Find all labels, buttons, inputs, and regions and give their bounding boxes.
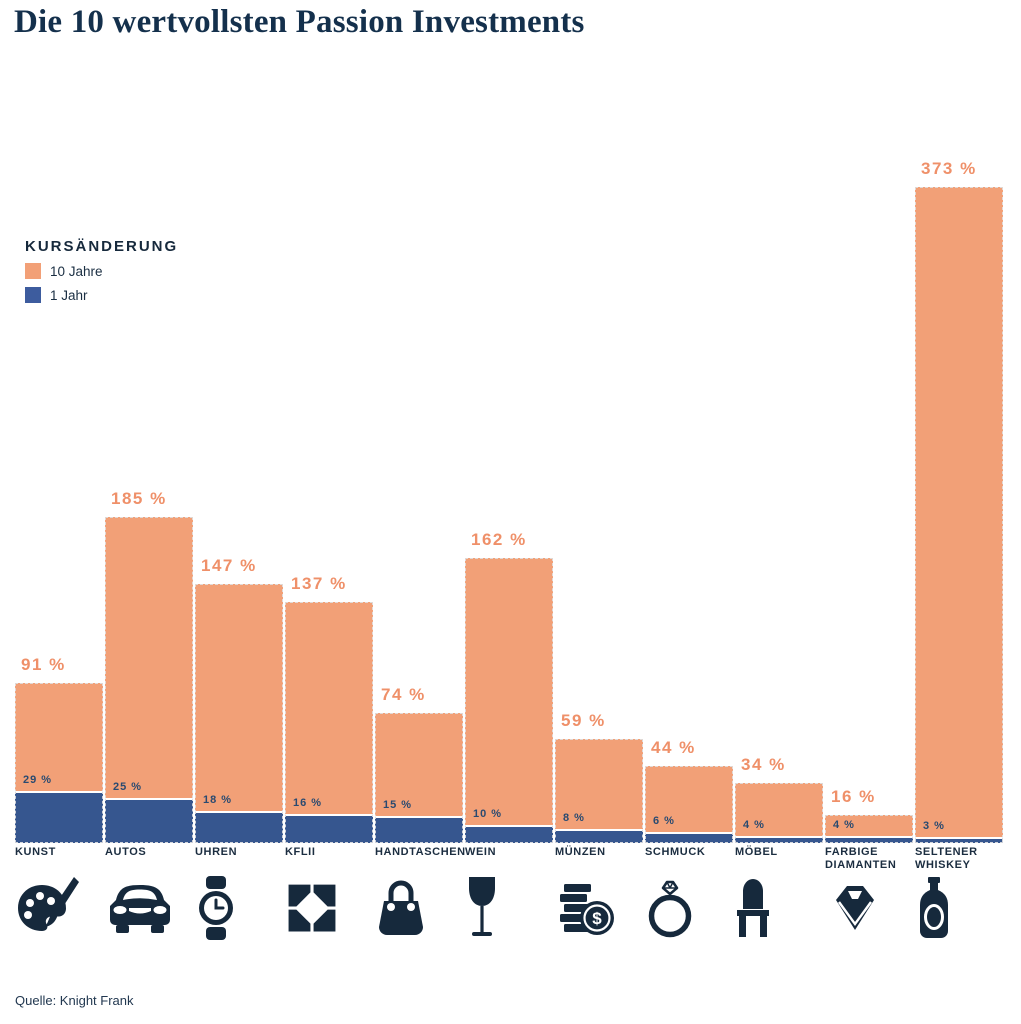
category-label: SCHMUCK xyxy=(645,846,706,858)
bar-value-label-1-jahr: 29 % xyxy=(23,774,53,786)
bar-1-jahr xyxy=(645,832,733,843)
bar-value-label-1-jahr: 10 % xyxy=(473,808,503,820)
bar-value-label-10-jahre: 74 % xyxy=(381,685,426,704)
bar-value-label-1-jahr: 15 % xyxy=(383,799,413,811)
legend-label-10-jahre: 10 Jahre xyxy=(50,263,103,279)
bar-value-label-10-jahre: 185 % xyxy=(111,489,167,508)
bar-value-label-10-jahre: 137 % xyxy=(291,574,347,593)
legend-item-10-jahre: 10 Jahre xyxy=(25,263,178,279)
bar-value-label-10-jahre: 373 % xyxy=(921,159,977,178)
bar-10-jahre xyxy=(555,739,643,843)
bar-value-label-10-jahre: 59 % xyxy=(561,711,606,730)
bar-value-label-10-jahre: 44 % xyxy=(651,738,696,757)
bar-value-label-10-jahre: 91 % xyxy=(21,655,66,674)
bar-10-jahre xyxy=(915,187,1003,843)
chair-icon xyxy=(737,876,825,940)
bar-1-jahr xyxy=(465,825,553,843)
bar-value-label-1-jahr: 8 % xyxy=(563,812,585,824)
category-label: UHREN xyxy=(195,846,238,858)
bar-1-jahr xyxy=(15,791,103,843)
kflii-logo-icon xyxy=(287,876,375,940)
bar-value-label-1-jahr: 25 % xyxy=(113,781,143,793)
legend-swatch-1-jahr-icon xyxy=(25,287,41,303)
whiskey-bottle-icon xyxy=(917,876,1005,940)
wine-glass-icon xyxy=(467,876,555,940)
category-label: KUNST xyxy=(15,846,56,858)
coins-dollar-icon: $ xyxy=(557,876,645,940)
category-label: MÜNZEN xyxy=(555,846,606,858)
bar-value-label-1-jahr: 18 % xyxy=(203,794,233,806)
bar-10-jahre xyxy=(195,584,283,843)
category-label: SELTENER WHISKEY xyxy=(915,846,978,871)
bar-value-label-1-jahr: 4 % xyxy=(833,819,855,831)
diamond-ring-icon xyxy=(647,876,735,940)
bar-value-label-10-jahre: 34 % xyxy=(741,755,786,774)
source-caption: Quelle: Knight Frank xyxy=(15,993,134,1008)
bar-value-label-1-jahr: 16 % xyxy=(293,797,323,809)
bar-value-label-10-jahre: 16 % xyxy=(831,787,876,806)
category-label: FARBIGE DIAMANTEN xyxy=(825,846,897,871)
bar-value-label-1-jahr: 6 % xyxy=(653,815,675,827)
legend-heading: KURSÄNDERUNG xyxy=(25,238,179,255)
legend-swatch-10-jahre-icon xyxy=(25,263,41,279)
bar-10-jahre xyxy=(285,602,373,843)
bar-10-jahre xyxy=(465,558,553,843)
bar-value-label-1-jahr: 4 % xyxy=(743,819,765,831)
bar-10-jahre xyxy=(645,766,733,843)
category-label: WEIN xyxy=(465,846,497,858)
bar-value-label-10-jahre: 147 % xyxy=(201,556,257,575)
bar-1-jahr xyxy=(555,829,643,843)
bar-1-jahr xyxy=(285,814,373,843)
bar-value-label-1-jahr: 3 % xyxy=(923,820,945,832)
car-icon xyxy=(107,876,195,940)
diamond-gem-icon xyxy=(827,876,915,940)
bar-1-jahr xyxy=(195,811,283,843)
legend-item-1-jahr: 1 Jahr xyxy=(25,287,178,303)
bar-value-label-10-jahre: 162 % xyxy=(471,530,527,549)
bar-1-jahr xyxy=(375,816,463,843)
palette-brush-icon xyxy=(17,876,105,940)
bar-1-jahr xyxy=(735,836,823,843)
bar-1-jahr xyxy=(915,837,1003,843)
chart-legend: KURSÄNDERUNG 10 Jahre 1 Jahr xyxy=(25,238,178,303)
category-label: KFLII xyxy=(285,846,316,858)
handbag-icon xyxy=(377,876,465,940)
page-title: Die 10 wertvollsten Passion Investments xyxy=(14,4,585,40)
svg-text:$: $ xyxy=(592,909,602,928)
bar-10-jahre xyxy=(735,783,823,843)
bar-10-jahre xyxy=(105,517,193,843)
bar-1-jahr xyxy=(825,836,913,843)
category-label: MÖBEL xyxy=(735,846,778,858)
category-label: AUTOS xyxy=(105,846,147,858)
category-label: HANDTASCHEN xyxy=(375,846,466,858)
bar-1-jahr xyxy=(105,798,193,843)
wristwatch-icon xyxy=(197,876,285,940)
legend-label-1-jahr: 1 Jahr xyxy=(50,287,88,303)
